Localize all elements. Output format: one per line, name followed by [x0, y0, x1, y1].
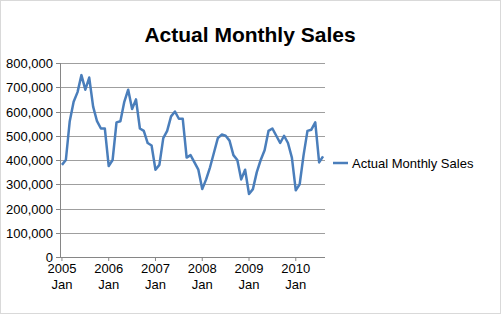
- grid-line: [60, 112, 325, 113]
- y-tick-label: 100,000: [6, 226, 53, 241]
- grid-line: [60, 63, 325, 64]
- x-tick-label-line: 2009: [235, 261, 264, 276]
- y-tick-label: 700,000: [6, 80, 53, 95]
- y-tick-label: 600,000: [6, 105, 53, 120]
- title: Actual Monthly Sales: [144, 23, 355, 46]
- x-tick-label-line: Jan: [192, 277, 213, 292]
- grid-line: [60, 209, 325, 210]
- x-tick-label: 2007Jan: [141, 261, 170, 292]
- y-tick: [56, 136, 60, 137]
- y-tick-label: 800,000: [6, 56, 53, 71]
- y-tick: [56, 257, 60, 258]
- x-tick-label: 2008Jan: [188, 261, 217, 292]
- legend-label: Actual Monthly Sales: [352, 156, 474, 171]
- y-tick-label: 500,000: [6, 129, 53, 144]
- x-axis: [60, 257, 325, 258]
- x-tick-label-line: 2005: [47, 261, 76, 276]
- x-tick-label-line: Jan: [285, 277, 306, 292]
- y-tick-label: 400,000: [6, 153, 53, 168]
- y-tick-label: 300,000: [6, 177, 53, 192]
- y-tick: [56, 233, 60, 234]
- grid-line: [60, 184, 325, 185]
- x-tick-label-line: Jan: [51, 277, 72, 292]
- y-tick: [56, 184, 60, 185]
- x-tick-label: 2005Jan: [47, 261, 76, 292]
- grid-line: [60, 233, 325, 234]
- series-line: [62, 75, 323, 194]
- y-tick: [56, 112, 60, 113]
- grid-line: [60, 257, 325, 258]
- grid-line: [60, 87, 325, 88]
- chart-border: [1, 1, 501, 314]
- x-tick-label-line: 2007: [141, 261, 170, 276]
- x-tick-label: 2009Jan: [235, 261, 264, 292]
- y-tick: [56, 87, 60, 88]
- y-tick-label: 200,000: [6, 202, 53, 217]
- x-tick-label-line: 2010: [281, 261, 310, 276]
- y-tick: [56, 160, 60, 161]
- plot-area: [62, 75, 323, 194]
- y-tick: [56, 63, 60, 64]
- x-tick-label-line: Jan: [145, 277, 166, 292]
- x-tick-label-line: 2008: [188, 261, 217, 276]
- x-tick-label: 2010Jan: [281, 261, 310, 292]
- x-tick-label-line: Jan: [239, 277, 260, 292]
- x-tick-label-line: Jan: [98, 277, 119, 292]
- y-tick: [56, 209, 60, 210]
- x-tick-label-line: 2006: [94, 261, 123, 276]
- y-axis: [60, 63, 61, 257]
- x-tick-label: 2006Jan: [94, 261, 123, 292]
- chart: Actual Monthly Sales0100,000200,000300,0…: [0, 0, 501, 314]
- legend-swatch: [333, 162, 348, 165]
